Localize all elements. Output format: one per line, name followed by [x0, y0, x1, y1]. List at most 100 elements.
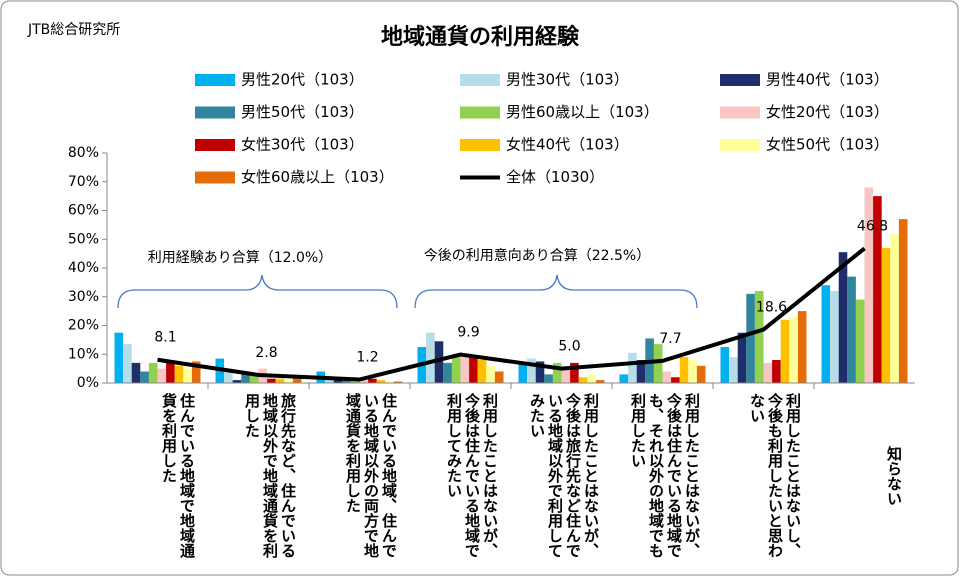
bar: [587, 374, 596, 383]
legend-label: 女性20代（103）: [766, 103, 889, 121]
bar: [359, 380, 369, 383]
bar: [595, 380, 605, 383]
data-label: 2.8: [255, 345, 277, 361]
chart-title: 地域通貨の利用経験: [381, 24, 580, 50]
legend-label: 女性30代（103）: [241, 136, 364, 154]
bar: [191, 361, 201, 383]
bar: [494, 371, 504, 383]
bar: [619, 374, 629, 383]
line: [157, 246, 866, 382]
bar: [890, 233, 899, 383]
legend-swatch: [720, 74, 760, 86]
legend-swatch: [460, 74, 500, 86]
bar: [292, 377, 302, 383]
bar: [174, 365, 184, 383]
y-tick-label: 10%: [68, 346, 99, 362]
bar: [552, 362, 562, 383]
legend-swatch: [460, 106, 500, 119]
legend-label: 男性30代（103）: [506, 71, 629, 89]
x-tick-label: 利用したことはないが、今後は住んでいる地域で利用してみたい: [445, 393, 499, 558]
bar: [426, 332, 435, 383]
legend-label: 全体（1030）: [506, 168, 604, 186]
bar: [797, 311, 807, 383]
y-tick-label: 50%: [68, 231, 99, 247]
legend-label: 男性50代（103）: [241, 103, 364, 121]
legend-swatch: [195, 106, 235, 119]
bar: [847, 276, 856, 383]
bar: [486, 365, 495, 383]
bar: [350, 380, 360, 383]
bar: [140, 371, 149, 383]
annotation: 利用経験あり合算（12.0%）: [148, 250, 332, 266]
bar: [746, 293, 755, 383]
bar: [275, 378, 285, 383]
bar: [898, 219, 908, 383]
bar: [720, 347, 730, 383]
bar: [518, 364, 528, 383]
x-tick-label: 住んでいる地域で地域通貨を利用した: [160, 393, 196, 558]
bar: [855, 299, 865, 383]
y-tick-label: 80%: [68, 145, 99, 161]
bar: [249, 375, 259, 383]
bar: [460, 357, 470, 383]
bar: [451, 357, 461, 383]
bracket: [414, 274, 698, 309]
bar: [671, 377, 680, 383]
source: JTB総合研究所: [27, 22, 120, 38]
bar: [789, 316, 798, 383]
bar: [696, 365, 706, 383]
bar: [342, 380, 351, 383]
bar: [393, 381, 403, 383]
bar: [737, 332, 747, 383]
bar: [368, 378, 377, 383]
bar: [578, 377, 588, 383]
bar: [183, 368, 192, 383]
y-tick-label: 20%: [68, 318, 99, 334]
bar: [754, 291, 764, 383]
bar: [469, 357, 478, 383]
data-label: 8.1: [154, 330, 176, 346]
bar: [821, 285, 831, 383]
bar: [729, 357, 738, 383]
legend-swatch: [195, 74, 235, 86]
x-tick-label: 旅行先など、住んでいる地域以外で地域通貨を利用した: [243, 393, 297, 558]
bar: [284, 380, 293, 383]
bar: [376, 380, 386, 383]
data-label: 18.6: [756, 300, 787, 316]
bar: [443, 362, 452, 383]
bar: [544, 374, 553, 383]
y-tick-label: 40%: [68, 260, 99, 276]
legend-swatch: [720, 139, 760, 151]
bar: [527, 358, 536, 383]
bar: [873, 196, 882, 383]
y-tick-label: 60%: [68, 203, 99, 219]
bar: [830, 291, 839, 383]
bar: [881, 247, 891, 383]
data-label: 9.9: [457, 325, 479, 341]
bar: [561, 368, 571, 383]
legend-label: 男性40代（103）: [766, 71, 889, 89]
legend-swatch: [720, 106, 760, 119]
bar: [157, 368, 167, 383]
bar: [636, 360, 646, 383]
x-tick-label: 利用したことはないし、今後も利用したいと思わない: [748, 393, 802, 558]
bar: [570, 362, 579, 383]
bar: [688, 360, 697, 383]
bar: [166, 362, 175, 383]
bar: [653, 344, 663, 383]
bar: [123, 344, 132, 383]
bar: [662, 371, 672, 383]
legend-swatch: [195, 139, 235, 151]
legend-swatch: [195, 171, 235, 184]
y-tick-label: 30%: [68, 289, 99, 305]
legend-label: 女性40代（103）: [506, 136, 629, 154]
bar: [763, 362, 773, 383]
bar: [535, 361, 545, 383]
bar: [838, 252, 848, 383]
x-tick-label: 知らない: [885, 445, 903, 506]
bar: [224, 368, 233, 383]
data-label: 5.0: [558, 339, 580, 355]
bar: [679, 357, 689, 383]
